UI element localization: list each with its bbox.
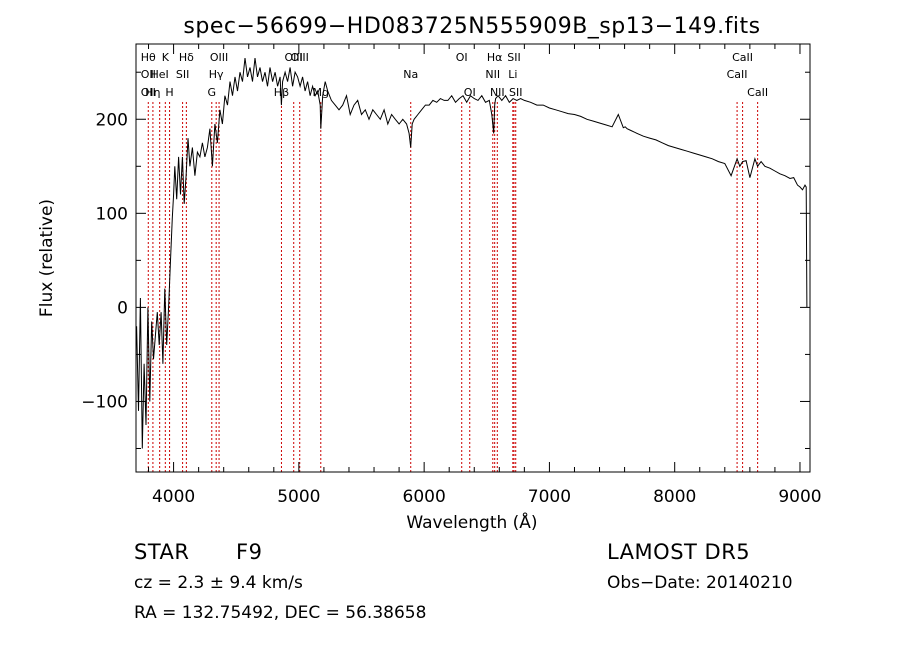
line-marker-label: Hα: [487, 51, 503, 64]
line-marker-label: Hη: [145, 86, 160, 99]
emission-line-markers: HθOIIOIIHηHeIKHSIIHδGHγOIIIHβOIIIOIIIMgN…: [141, 51, 768, 472]
survey-name: LAMOST DR5: [607, 540, 751, 564]
plot-frame: [135, 43, 811, 473]
line-marker-label: G: [208, 86, 217, 99]
x-tick-label: 6000: [403, 487, 446, 507]
line-marker-label: Hβ: [274, 86, 289, 99]
spectrum-line: [136, 58, 808, 449]
line-marker-label: SII: [509, 86, 522, 99]
line-marker-label: OI: [456, 51, 468, 64]
x-tick-label: 8000: [653, 487, 696, 507]
line-marker-label: OII: [141, 68, 156, 81]
x-tick-label: 4000: [152, 487, 195, 507]
line-marker-label: K: [162, 51, 170, 64]
line-marker-label: HeI: [151, 68, 169, 81]
line-marker-label: OI: [464, 86, 476, 99]
line-marker-label: CaII: [747, 86, 768, 99]
line-marker-label: SII: [507, 51, 520, 64]
x-tick-label: 7000: [528, 487, 571, 507]
x-axis-label: Wavelength (Å): [406, 511, 537, 533]
line-marker-label: NII: [490, 86, 505, 99]
line-marker-label: Li: [508, 68, 517, 81]
y-axis: −100 0 100 200: [81, 71, 810, 449]
object-subclass: F9: [236, 540, 263, 564]
chart-title: spec−56699−HD083725N555909B_sp13−149.fit…: [183, 14, 760, 39]
line-marker-label: Hδ: [179, 51, 194, 64]
line-marker-label: SII: [176, 68, 189, 81]
y-tick-label: 200: [96, 110, 128, 130]
redshift-value: cz = 2.3 ± 9.4 km/s: [134, 573, 303, 593]
line-marker-label: Hθ: [141, 51, 156, 64]
line-marker-label: Na: [403, 68, 418, 81]
x-tick-label: 5000: [277, 487, 320, 507]
object-class: STAR: [134, 540, 190, 564]
line-marker-label: OIII: [285, 51, 303, 64]
line-marker-label: CaII: [732, 51, 753, 64]
y-axis-label: Flux (relative): [37, 199, 57, 317]
line-marker-label: OIII: [210, 51, 228, 64]
line-marker-label: Mg: [313, 86, 329, 99]
y-tick-label: 0: [117, 298, 128, 318]
line-marker-label: H: [165, 86, 173, 99]
x-axis: 4000 5000 6000 7000 8000 9000: [148, 44, 822, 507]
y-tick-label: −100: [81, 392, 128, 412]
sky-coordinates: RA = 132.75492, DEC = 56.38658: [134, 603, 427, 623]
line-marker-label: OIII: [291, 51, 309, 64]
line-marker-label: Hγ: [209, 68, 224, 81]
y-tick-label: 100: [96, 204, 128, 224]
x-tick-label: 9000: [778, 487, 821, 507]
line-marker-label: NII: [485, 68, 500, 81]
line-marker-label: CaII: [727, 68, 748, 81]
line-marker-label: OII: [141, 86, 156, 99]
observation-date: Obs−Date: 20140210: [607, 573, 793, 593]
